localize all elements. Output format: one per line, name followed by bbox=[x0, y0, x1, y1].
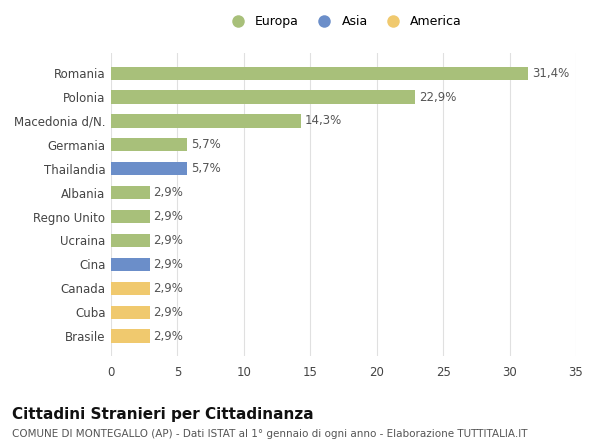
Bar bbox=[111, 186, 149, 199]
Bar bbox=[111, 258, 149, 271]
Bar bbox=[111, 162, 187, 175]
Bar bbox=[111, 305, 149, 319]
Bar bbox=[111, 282, 149, 295]
Bar bbox=[111, 234, 149, 247]
Legend: Europa, Asia, America: Europa, Asia, America bbox=[220, 11, 467, 33]
Bar bbox=[111, 330, 149, 343]
Text: 14,3%: 14,3% bbox=[305, 114, 342, 128]
Text: 2,9%: 2,9% bbox=[154, 210, 184, 223]
Text: 2,9%: 2,9% bbox=[154, 282, 184, 295]
Bar bbox=[111, 91, 415, 104]
Text: 2,9%: 2,9% bbox=[154, 186, 184, 199]
Text: 31,4%: 31,4% bbox=[532, 67, 569, 80]
Text: 2,9%: 2,9% bbox=[154, 330, 184, 342]
Text: COMUNE DI MONTEGALLO (AP) - Dati ISTAT al 1° gennaio di ogni anno - Elaborazione: COMUNE DI MONTEGALLO (AP) - Dati ISTAT a… bbox=[12, 429, 527, 439]
Text: 2,9%: 2,9% bbox=[154, 258, 184, 271]
Bar bbox=[111, 210, 149, 223]
Text: 5,7%: 5,7% bbox=[191, 162, 220, 175]
Bar bbox=[111, 66, 528, 80]
Bar bbox=[111, 114, 301, 128]
Text: Cittadini Stranieri per Cittadinanza: Cittadini Stranieri per Cittadinanza bbox=[12, 407, 314, 422]
Text: 2,9%: 2,9% bbox=[154, 306, 184, 319]
Bar bbox=[111, 138, 187, 151]
Text: 2,9%: 2,9% bbox=[154, 234, 184, 247]
Text: 22,9%: 22,9% bbox=[419, 91, 457, 103]
Text: 5,7%: 5,7% bbox=[191, 138, 220, 151]
